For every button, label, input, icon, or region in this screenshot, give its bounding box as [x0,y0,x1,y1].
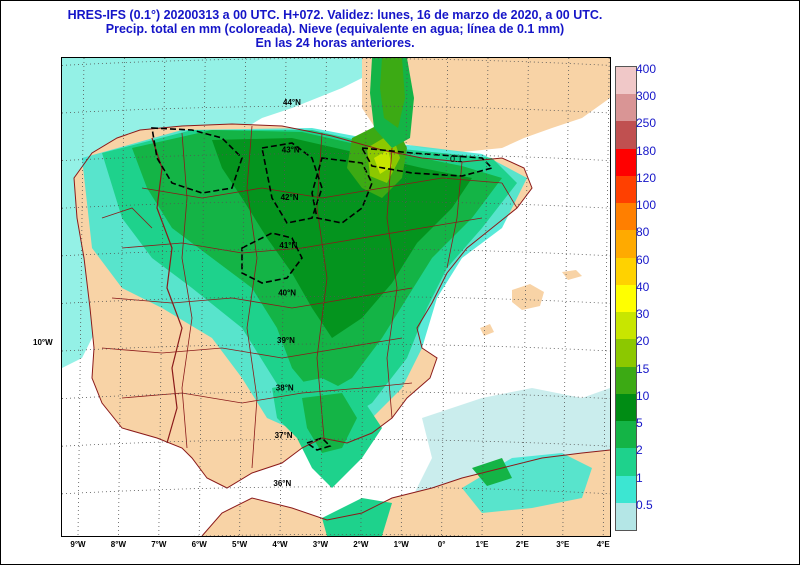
latitude-label: 43°N [282,146,300,155]
parallel-line [62,391,610,399]
longitude-label: 8°W [110,540,126,549]
title-line-1: HRES-IFS (0.1°) 20200313 a 00 UTC. H+072… [67,8,603,22]
parallel-line [62,200,610,209]
legend-swatch [616,366,636,395]
precip-north-tongue-core [380,58,405,128]
latitude-labels: 44°N 43°N 42°N 41°N 40°N 39°N 38°N 37°N 36°N [273,98,301,488]
legend-label: 250 [636,116,657,131]
longitude-label: 2°W [353,540,369,549]
legend-label: 40 [636,279,650,294]
precipitation-legend [615,66,637,531]
parallel-line [62,486,610,495]
legend-swatch [616,121,636,150]
legend-swatch [616,393,636,422]
map-svg: 0.1 44°N 43°N 42°N 41°N 40°N 39°N 38°N 37°N 36°N [62,58,610,536]
parallel-line [62,343,610,352]
snow-contour-label: 0.1 [450,154,463,164]
snow-contours [151,127,494,451]
precip-core-30 [374,150,392,174]
latitude-label: 40°N [278,288,296,297]
parallel-line [62,105,610,114]
longitude-label: 9°W [70,540,86,549]
legend-swatch [616,94,636,122]
latitude-label: 42°N [281,193,299,202]
legend-label: 80 [636,225,650,240]
legend-label: 120 [636,170,657,185]
legend-label: 20 [636,334,650,349]
legend-label: 60 [636,252,650,267]
land-ibiza [480,324,494,336]
coastline-iberia [73,123,533,489]
legend-label: 5 [636,416,643,431]
legend-swatch [616,257,636,286]
legend-label: 300 [636,89,657,104]
longitude-label: 3°E [556,540,570,549]
latitude-label: 39°N [277,336,295,345]
parallel-line [62,58,610,66]
land-france [362,58,610,152]
longitude-label: 4°W [272,540,288,549]
longitude-label: 6°W [191,540,207,549]
legend-label: 1 [636,470,643,485]
precip-land-darkgreen [212,138,472,338]
legend-label: 400 [636,62,657,76]
land-mallorca [512,284,544,310]
longitude-label: 2°E [515,540,529,549]
precip-south-core [302,393,357,453]
parallel-line [62,153,610,161]
legend-swatch [616,203,636,231]
portugal-border [151,137,183,444]
legend-swatch [616,67,636,95]
latitude-label: 44°N [283,98,301,107]
legend-swatch [616,448,636,477]
map-title: HRES-IFS (0.1°) 20200313 a 00 UTC. H+072… [0,8,670,50]
latitude-label: 41°N [279,241,297,250]
longitude-label: 7°W [151,540,167,549]
longitude-label: 0° [437,540,446,549]
legend-label: 100 [636,198,657,213]
legend-swatch [616,339,636,368]
longitude-label: 1°E [475,540,489,549]
land-menorca [562,270,582,280]
legend-swatch [616,502,636,531]
legend-swatch [616,284,636,313]
precip-africa-1 [322,498,392,536]
legend-swatch [616,312,636,340]
legend-label: 2 [636,443,643,458]
longitude-label: 3°W [312,540,328,549]
legend-swatch [616,148,636,177]
longitude-label: 4°E [596,540,610,549]
legend-label: 180 [636,143,657,158]
coastline-africa [201,449,610,536]
latitude-label: 37°N [275,431,293,440]
legend-label: 15 [636,361,650,376]
latitude-label: 36°N [273,479,291,488]
title-line-3: En las 24 horas anteriores. [255,36,415,50]
precip-africa-3 [472,458,512,486]
legend-swatch [616,475,636,504]
parallel-line [62,296,610,304]
legend-label: 30 [636,307,650,322]
title-line-2: Precip. total en mm (coloreada). Nieve (… [105,22,565,36]
meridian-10w-label: 10°W [33,338,53,347]
parallel-line [62,248,610,257]
legend-swatch [616,421,636,449]
precip-africa-2 [462,453,592,513]
parallel-line [62,438,610,447]
longitude-label: 5°W [231,540,248,549]
legend-swatch [616,230,636,259]
latitude-label: 38°N [276,384,294,393]
graticule [62,58,610,536]
legend-swatch [616,175,636,204]
precipitation-map: 0.1 44°N 43°N 42°N 41°N 40°N 39°N 38°N 37°N 36°N [62,58,610,536]
legend-label: 10 [636,388,650,403]
legend-label: 0.5 [636,497,653,512]
longitude-label: 1°W [393,540,409,549]
